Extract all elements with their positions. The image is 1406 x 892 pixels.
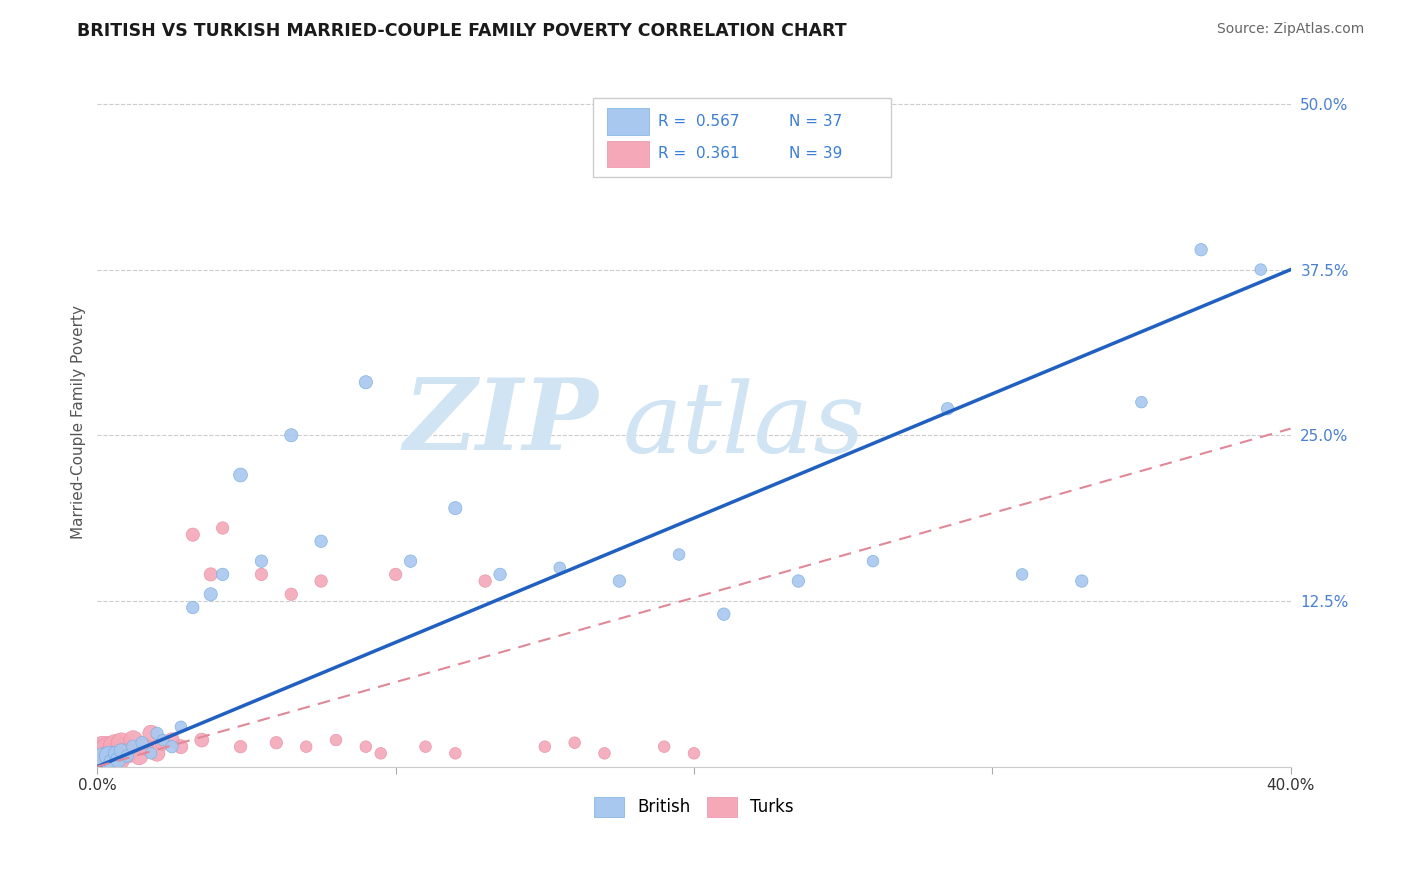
Point — [564, 736, 586, 750]
Point — [101, 756, 124, 770]
Point — [936, 401, 959, 416]
Point — [266, 736, 288, 750]
Point — [190, 733, 212, 747]
FancyBboxPatch shape — [607, 109, 648, 135]
Point — [280, 428, 302, 442]
Point — [325, 733, 347, 747]
Point — [146, 747, 169, 761]
Point — [152, 736, 174, 750]
Point — [98, 744, 121, 758]
Point — [122, 733, 145, 747]
Point — [415, 739, 437, 754]
FancyBboxPatch shape — [607, 141, 648, 167]
Point — [91, 753, 114, 767]
Point — [200, 587, 222, 601]
Point — [160, 739, 183, 754]
Point — [399, 554, 422, 568]
Point — [1011, 567, 1033, 582]
Point — [160, 733, 183, 747]
Point — [295, 739, 318, 754]
Point — [474, 574, 496, 588]
Point — [229, 468, 252, 483]
FancyBboxPatch shape — [592, 98, 891, 178]
Point — [1130, 395, 1153, 409]
Point — [211, 521, 233, 535]
Point — [134, 739, 156, 754]
Point — [787, 574, 810, 588]
Point — [110, 736, 132, 750]
Point — [96, 756, 118, 770]
Text: N = 39: N = 39 — [789, 146, 842, 161]
Point — [489, 567, 512, 582]
Point — [1189, 243, 1212, 257]
Text: N = 37: N = 37 — [789, 114, 842, 129]
Point — [211, 567, 233, 582]
Point — [250, 567, 273, 582]
Point — [104, 739, 127, 754]
Point — [170, 720, 193, 734]
Legend: British, Turks: British, Turks — [588, 790, 801, 823]
Point — [548, 561, 571, 575]
Text: ZIP: ZIP — [404, 374, 599, 470]
Point — [384, 567, 406, 582]
Point — [309, 534, 332, 549]
Point — [131, 736, 153, 750]
Point — [370, 747, 392, 761]
Point — [107, 753, 129, 767]
Point — [146, 726, 169, 740]
Point — [104, 747, 127, 761]
Point — [115, 748, 138, 763]
Text: R =  0.361: R = 0.361 — [658, 146, 740, 161]
Point — [668, 548, 690, 562]
Point — [309, 574, 332, 588]
Point — [354, 376, 377, 390]
Text: atlas: atlas — [623, 378, 865, 473]
Point — [533, 739, 555, 754]
Point — [128, 748, 150, 763]
Point — [107, 753, 129, 767]
Point — [354, 739, 377, 754]
Point — [862, 554, 884, 568]
Point — [713, 607, 735, 622]
Point — [170, 739, 193, 754]
Point — [101, 748, 124, 763]
Point — [115, 747, 138, 761]
Point — [181, 527, 204, 541]
Point — [98, 748, 121, 763]
Point — [89, 753, 111, 767]
Text: Source: ZipAtlas.com: Source: ZipAtlas.com — [1216, 22, 1364, 37]
Point — [444, 747, 467, 761]
Point — [652, 739, 675, 754]
Point — [250, 554, 273, 568]
Point — [122, 739, 145, 754]
Point — [152, 733, 174, 747]
Text: BRITISH VS TURKISH MARRIED-COUPLE FAMILY POVERTY CORRELATION CHART: BRITISH VS TURKISH MARRIED-COUPLE FAMILY… — [77, 22, 846, 40]
Point — [139, 747, 162, 761]
Point — [91, 747, 114, 761]
Point — [181, 600, 204, 615]
Y-axis label: Married-Couple Family Poverty: Married-Couple Family Poverty — [72, 305, 86, 539]
Point — [609, 574, 631, 588]
Point — [444, 501, 467, 516]
Point — [229, 739, 252, 754]
Point — [110, 744, 132, 758]
Point — [280, 587, 302, 601]
Point — [139, 726, 162, 740]
Point — [593, 747, 616, 761]
Point — [1250, 262, 1272, 277]
Point — [683, 747, 706, 761]
Text: R =  0.567: R = 0.567 — [658, 114, 740, 129]
Point — [1070, 574, 1092, 588]
Point — [200, 567, 222, 582]
